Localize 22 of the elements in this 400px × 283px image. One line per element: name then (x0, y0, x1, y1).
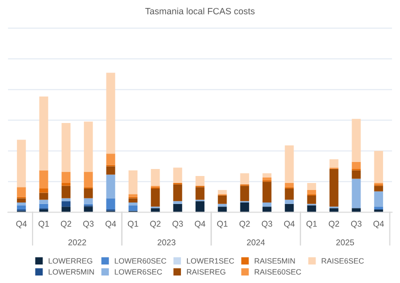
x-tick-label: Q4 (373, 220, 384, 228)
x-tick-label: Q1 (217, 220, 228, 228)
x-tick-label: Q3 (262, 220, 272, 228)
x-tick-label: Q4 (16, 220, 27, 228)
text: 2023 (158, 239, 176, 246)
x-tick-label: Q1 (128, 220, 138, 228)
x-tick-label: Q4 (284, 220, 295, 228)
x-tick-label: Q2 (60, 220, 72, 228)
text: 2025 (336, 239, 354, 246)
x-tick-label: Q4 (106, 220, 116, 228)
x-tick-label: Q1 (306, 220, 317, 228)
x-tick-label: Q3 (351, 220, 362, 228)
x-tick-label: Q2 (150, 220, 160, 228)
x-tick-label: Q3 (172, 220, 183, 228)
x-tick-label: Q3 (83, 220, 94, 228)
chart-title: Tasmania local FCAS costs (145, 8, 255, 14)
text: 2024 (246, 239, 265, 246)
x-tick-label: Q4 (194, 220, 206, 228)
text: 2022 (68, 239, 86, 246)
x-tick-label: Q2 (328, 220, 340, 228)
x-tick-label: Q1 (38, 220, 49, 228)
x-tick-label: Q2 (239, 220, 250, 228)
